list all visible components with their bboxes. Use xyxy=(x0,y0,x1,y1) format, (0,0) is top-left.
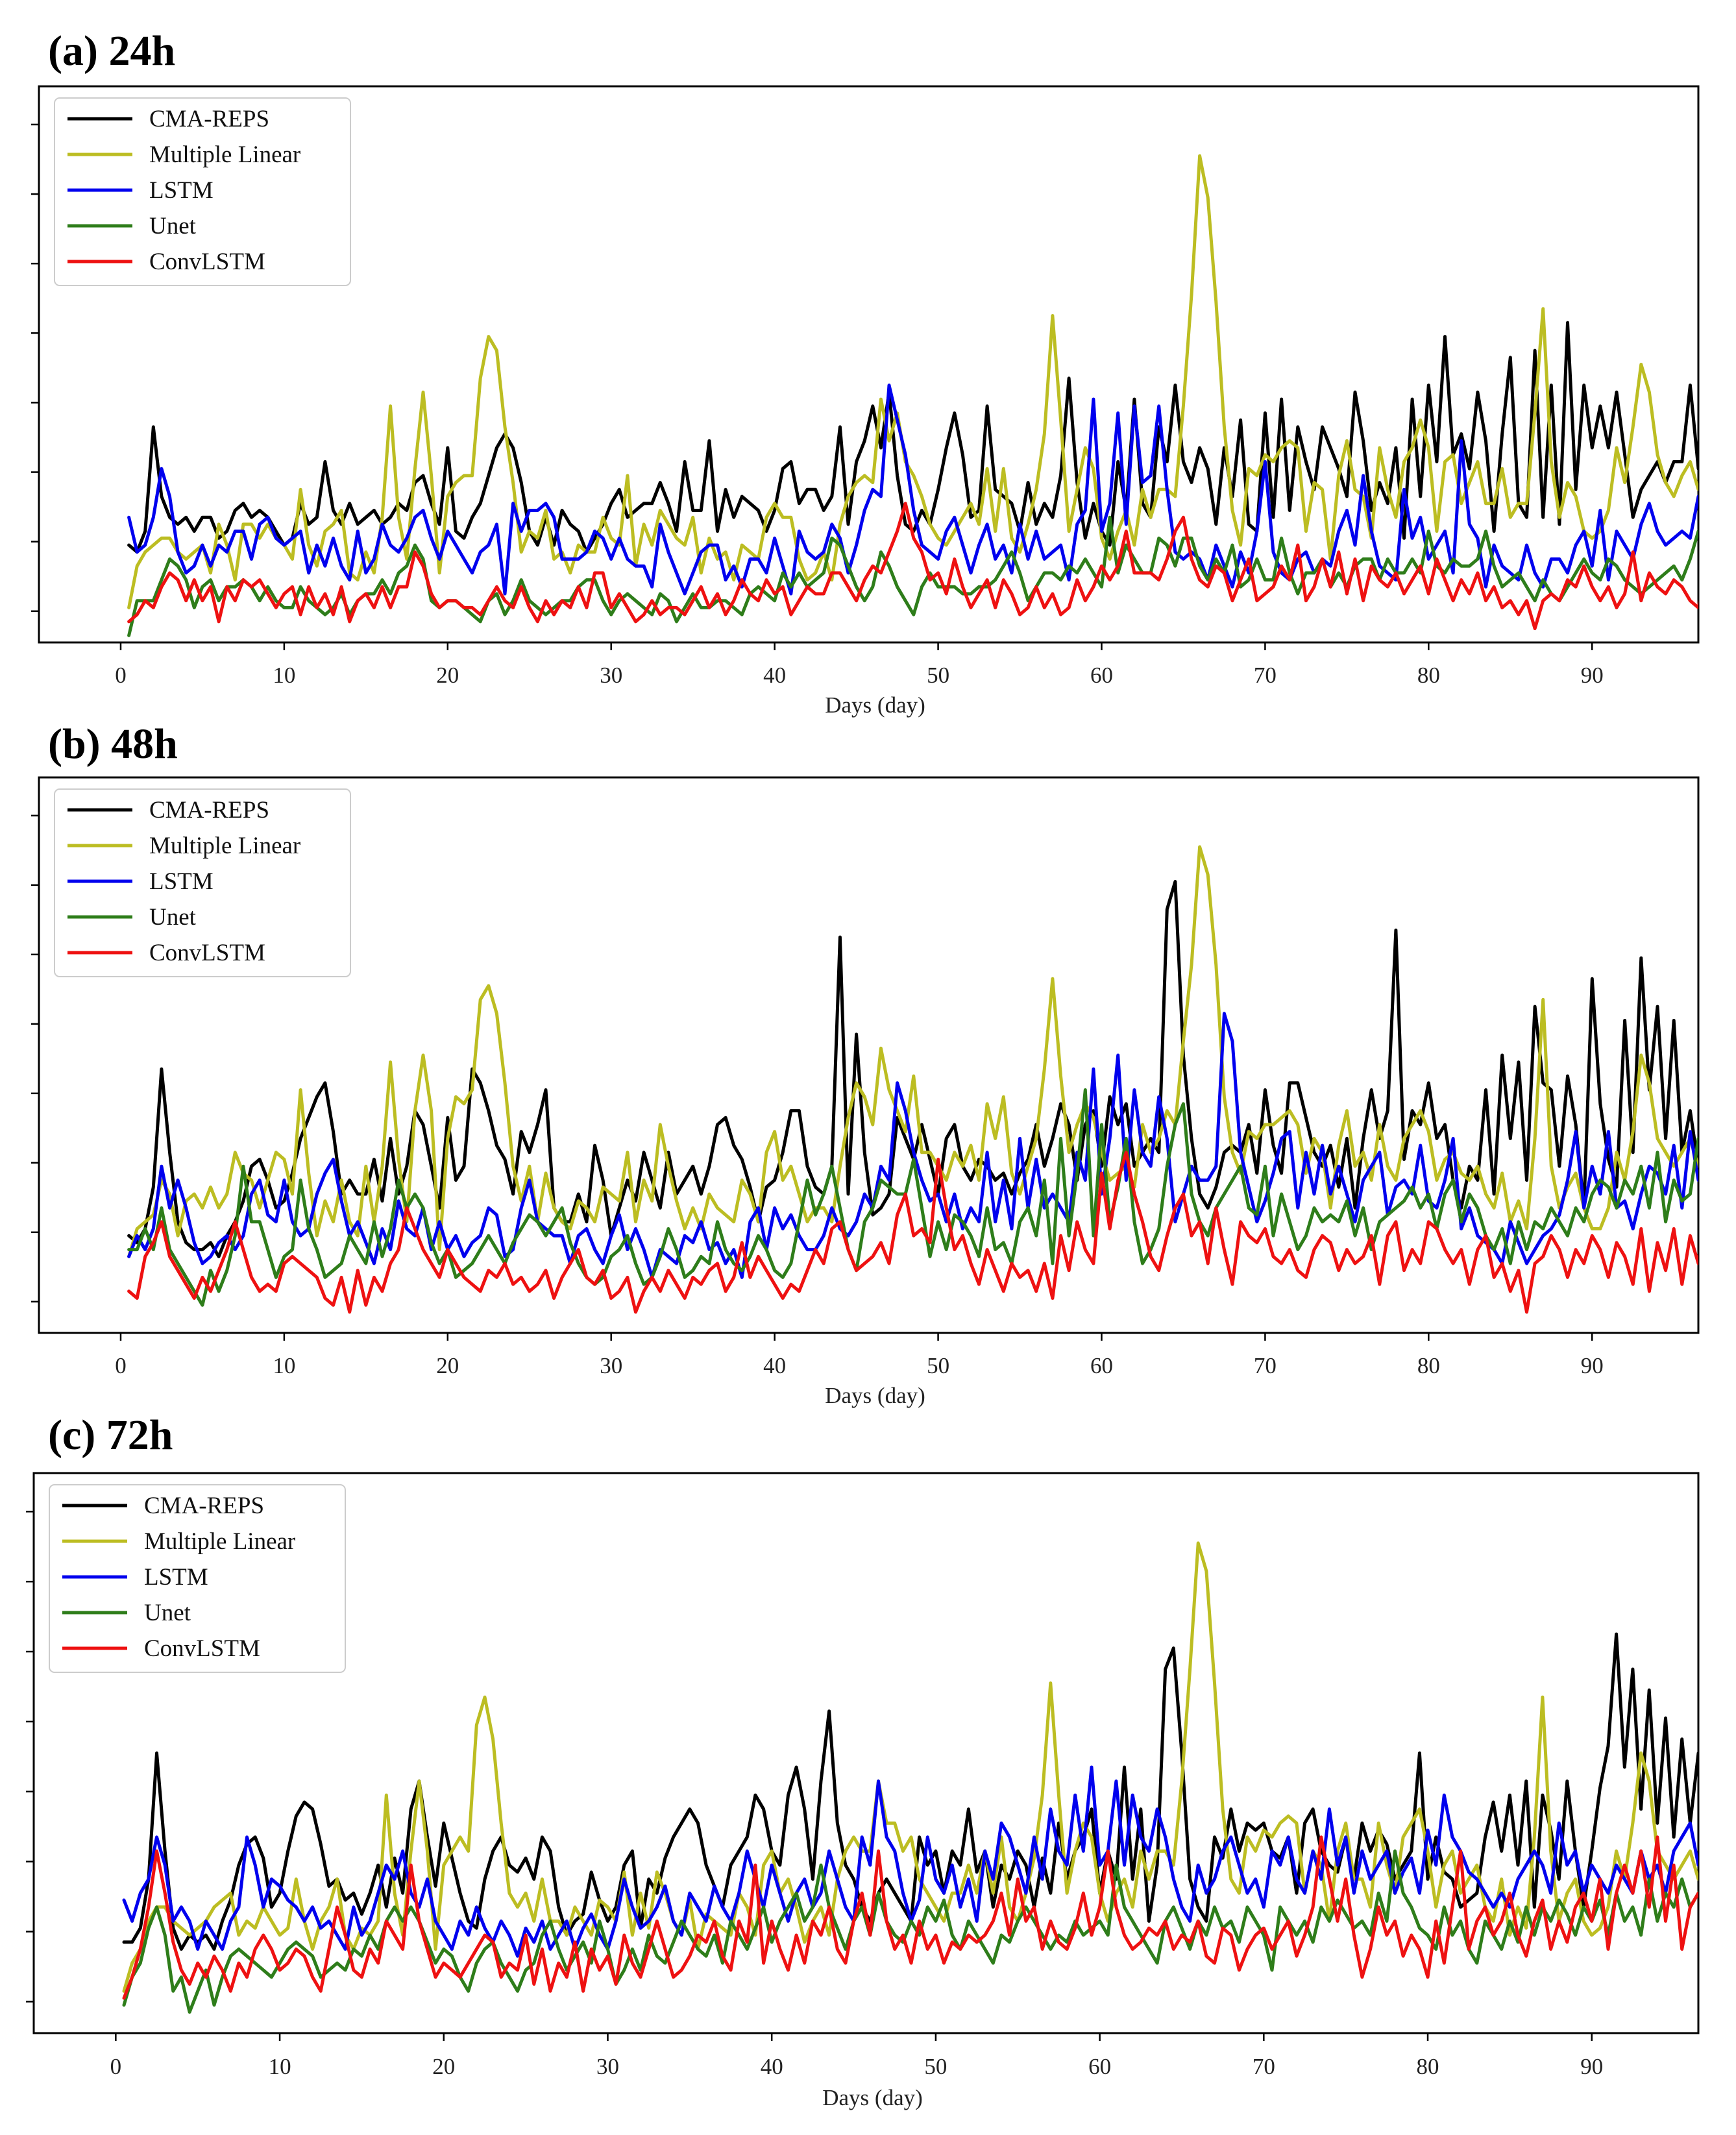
x-tick-label: 70 xyxy=(1254,1353,1277,1378)
x-tick-label: 60 xyxy=(1088,2054,1111,2079)
legend-label: ConvLSTM xyxy=(144,1635,260,1662)
legend-label: LSTM xyxy=(149,177,214,204)
legend-label: CMA-REPS xyxy=(149,106,269,132)
x-tick-label: 30 xyxy=(600,663,622,688)
legend-label: LSTM xyxy=(144,1564,208,1591)
legend: CMA-REPS Multiple Linear LSTM Unet ConvLSTM xyxy=(54,97,351,286)
x-tick-label: 50 xyxy=(927,1353,949,1378)
x-tick-label: 60 xyxy=(1090,663,1113,688)
series-line-lstm xyxy=(127,384,1698,596)
legend-label: ConvLSTM xyxy=(149,249,265,275)
series-line-cma-reps xyxy=(127,321,1698,554)
series-line-unet xyxy=(127,515,1698,637)
x-tick-label: 70 xyxy=(1254,663,1277,688)
legend-box xyxy=(54,97,351,286)
series-line-lstm xyxy=(127,1012,1698,1279)
chart-title: (b) 48h xyxy=(48,720,178,768)
series-line-convlstm xyxy=(127,502,1698,631)
x-tick-label: 80 xyxy=(1417,1353,1440,1378)
chart-title: (c) 72h xyxy=(48,1411,173,1459)
chart-panel-2: (b) 48h 0 10 20 30 40 50 60 70 80 90 Days (day) CMA-… xyxy=(31,720,1700,1408)
x-tick-label: 90 xyxy=(1581,1353,1604,1378)
legend-label: ConvLSTM xyxy=(149,940,265,966)
x-tick-label: 40 xyxy=(763,663,786,688)
x-tick-label: 20 xyxy=(432,2054,455,2079)
legend-label: Unet xyxy=(149,213,197,239)
x-tick-label: 10 xyxy=(273,663,295,688)
x-tick-label: 70 xyxy=(1253,2054,1275,2079)
legend-box xyxy=(54,788,351,977)
x-tick-label: 90 xyxy=(1580,2054,1603,2079)
legend-label: Multiple Linear xyxy=(149,141,300,168)
series-group xyxy=(127,845,1698,1314)
series-line-convlstm xyxy=(122,1835,1698,2000)
x-tick-label: 50 xyxy=(927,663,949,688)
x-tick-label: 60 xyxy=(1090,1353,1113,1378)
x-tick-label: 50 xyxy=(924,2054,947,2079)
legend-label: CMA-REPS xyxy=(144,1493,264,1519)
series-line-cma-reps xyxy=(127,880,1698,1258)
legend-label: Unet xyxy=(149,904,197,931)
x-tick-label: 20 xyxy=(436,1353,459,1378)
series-group xyxy=(122,1541,1698,2014)
x-axis-label: Days (day) xyxy=(822,2085,923,2110)
legend-label: Multiple Linear xyxy=(149,833,300,859)
x-tick-label: 90 xyxy=(1581,663,1604,688)
x-axis-label: Days (day) xyxy=(825,1383,925,1408)
x-tick-label: 40 xyxy=(763,1353,786,1378)
legend: CMA-REPS Multiple Linear LSTM Unet ConvLSTM xyxy=(49,1484,346,1673)
x-tick-label: 10 xyxy=(273,1353,295,1378)
x-tick-label: 0 xyxy=(110,2054,122,2079)
x-tick-label: 10 xyxy=(269,2054,291,2079)
chart-title: (a) 24h xyxy=(48,27,175,75)
x-tick-label: 30 xyxy=(596,2054,619,2079)
x-tick-label: 30 xyxy=(600,1353,622,1378)
series-line-convlstm xyxy=(127,1151,1698,1314)
series-line-lstm xyxy=(122,1765,1698,1958)
legend-label: Unet xyxy=(144,1600,191,1626)
series-line-cma-reps xyxy=(122,1632,1698,1951)
series-line-multiple-linear xyxy=(127,845,1698,1258)
x-tick-label: 40 xyxy=(761,2054,783,2079)
x-tick-label: 20 xyxy=(436,663,459,688)
x-tick-label: 0 xyxy=(115,663,127,688)
series-line-multiple-linear xyxy=(127,154,1698,609)
legend-label: CMA-REPS xyxy=(149,797,269,824)
legend-label: LSTM xyxy=(149,868,214,895)
x-tick-label: 0 xyxy=(115,1353,127,1378)
chart-panel-3: (c) 72h 0 10 20 30 40 50 60 70 80 90 Days (day) CMA-… xyxy=(26,1411,1700,2110)
x-axis-label: Days (day) xyxy=(825,692,925,718)
chart-panel-1: (a) 24h 0 10 20 30 40 50 60 70 80 90 Days (day) CMA-… xyxy=(31,27,1700,718)
x-tick-label: 80 xyxy=(1417,663,1440,688)
x-tick-label: 80 xyxy=(1417,2054,1439,2079)
series-line-multiple-linear xyxy=(122,1541,1698,1993)
legend: CMA-REPS Multiple Linear LSTM Unet ConvLSTM xyxy=(54,788,351,977)
series-group xyxy=(127,154,1698,637)
legend-label: Multiple Linear xyxy=(144,1528,295,1555)
legend-box xyxy=(49,1484,346,1673)
